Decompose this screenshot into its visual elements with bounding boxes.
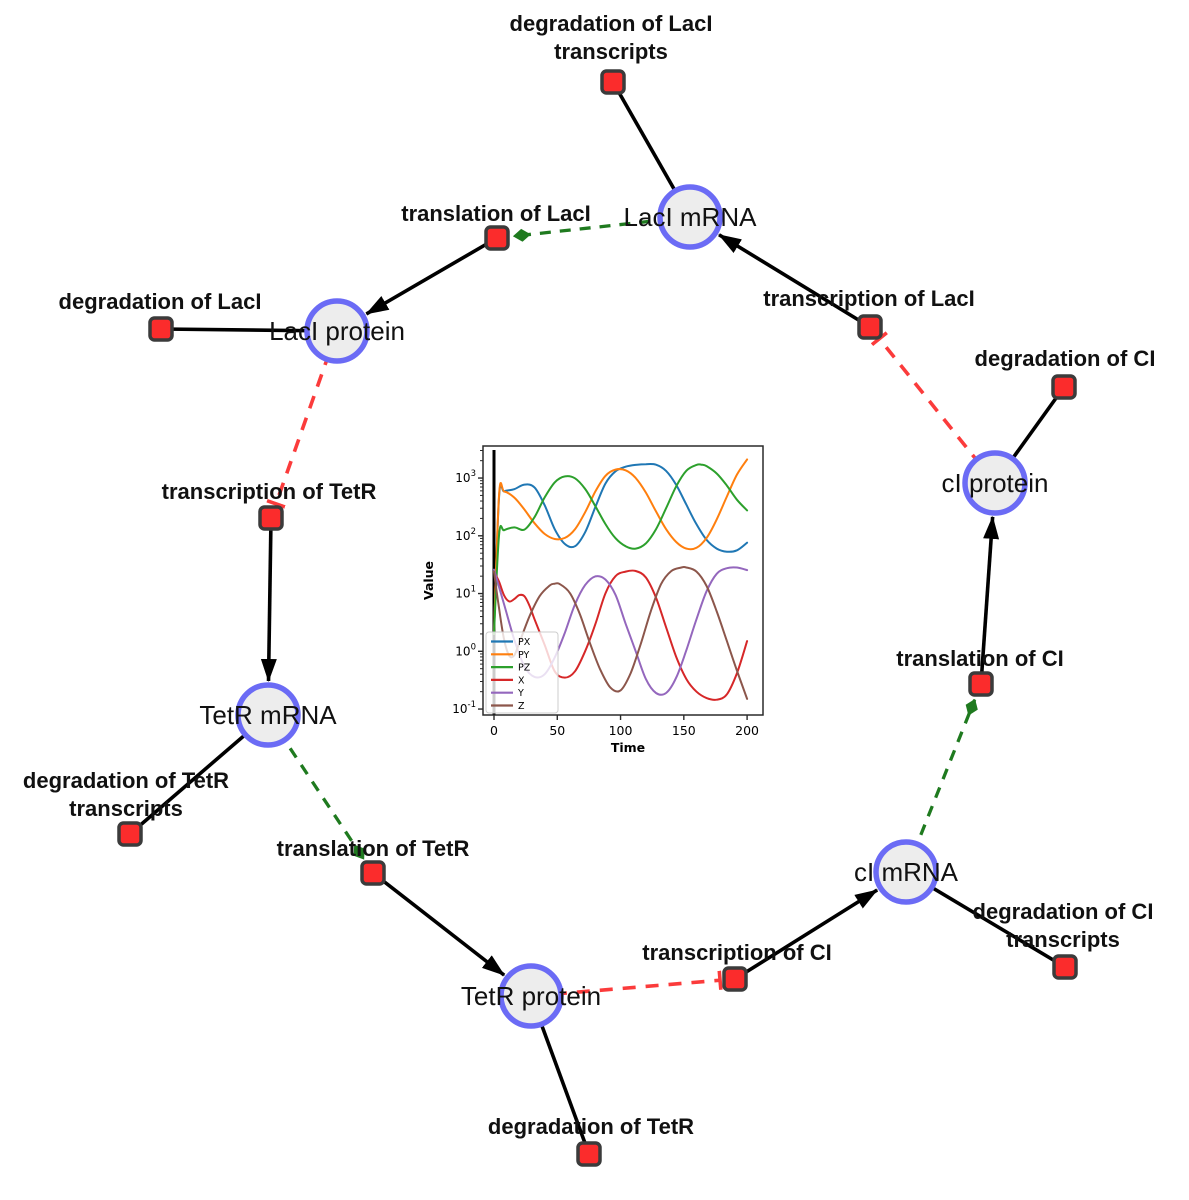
edge-production-transcription-of-CI-to-cI-mRNA	[734, 888, 879, 981]
reaction-node-degradation-of-TetR-transcripts[interactable]	[117, 821, 143, 847]
y-tick-label: 101	[455, 585, 476, 601]
reaction-label-transcription-of-CI: transcription of CI	[642, 940, 831, 965]
reaction-node-degradation-of-TetR[interactable]	[576, 1141, 602, 1167]
species-node-tetR-protein[interactable]	[498, 963, 564, 1029]
y-tick-label: 103	[455, 469, 476, 485]
legend-label-PX: PX	[518, 637, 531, 648]
series-line-PX	[493, 463, 749, 635]
reaction-node-degradation-of-CI[interactable]	[1051, 374, 1077, 400]
reaction-node-transcription-of-CI[interactable]	[722, 966, 748, 992]
edge-production-transcription-of-TetR-to-tetR-mRNA	[260, 517, 277, 683]
legend-label-Z: Z	[518, 701, 525, 712]
reaction-node-transcription-of-LacI[interactable]	[857, 314, 883, 340]
edge-production-translation-of-CI-to-cI-protein	[979, 515, 1000, 685]
reaction-node-translation-of-CI[interactable]	[968, 671, 994, 697]
reaction-node-degradation-of-CI-transcripts[interactable]	[1052, 954, 1078, 980]
x-tick-label: 100	[609, 723, 633, 738]
chart-ylabel: Value	[421, 561, 436, 600]
reaction-label-transcription-of-LacI: transcription of LacI	[763, 286, 974, 311]
reaction-label-degradation-of-TetR: degradation of TetR	[488, 1114, 694, 1139]
y-tick-label: 100	[455, 642, 476, 658]
inset-chart: 0 50 100 150 200 10-1 100 101 102 103 Time Value PX P…	[421, 445, 764, 755]
reaction-node-translation-of-LacI[interactable]	[484, 225, 510, 251]
species-node-lacI-protein[interactable]	[304, 298, 370, 364]
species-label-tetR-mRNA: TetR mRNA	[199, 700, 337, 730]
reaction-label-translation-of-CI: translation of CI	[896, 646, 1063, 671]
nodes-layer	[117, 69, 1078, 1167]
reaction-label-translation-of-TetR: translation of TetR	[277, 836, 470, 861]
reaction-label-translation-of-LacI: translation of LacI	[401, 201, 590, 226]
reaction-label-transcription-of-TetR: transcription of TetR	[162, 479, 377, 504]
legend-label-X: X	[518, 675, 525, 686]
edge-production-translation-of-LacI-to-lacI-protein	[365, 236, 498, 316]
chart-xlabel: Time	[611, 740, 645, 755]
series-line-X	[493, 569, 749, 701]
y-tick-label: 102	[455, 527, 476, 543]
reaction-node-translation-of-TetR[interactable]	[360, 860, 386, 886]
reaction-label-degradation-of-LacI: degradation of LacI	[59, 289, 262, 314]
species-label-cI-protein: cI protein	[942, 468, 1049, 498]
chart-axes-frame	[482, 445, 764, 716]
x-tick-label: 50	[549, 723, 565, 738]
species-node-cI-protein[interactable]	[962, 450, 1028, 516]
labels-layer: LacI mRNA LacI protein cI protein TetR mRNA…	[23, 11, 1156, 1139]
edge-production-translation-of-TetR-to-tetR-protein	[371, 871, 506, 977]
x-tick-label: 0	[490, 723, 498, 738]
edge-production-transcription-of-LacI-to-lacI-mRNA	[718, 233, 871, 329]
legend-label-Y: Y	[517, 688, 524, 699]
legend-label-PZ: PZ	[518, 663, 531, 674]
x-tick-label: 200	[735, 723, 759, 738]
x-tick-label: 150	[672, 723, 696, 738]
series-line-PZ	[493, 463, 749, 635]
species-label-cI-mRNA: cI mRNA	[854, 857, 959, 887]
reaction-label-degradation-of-LacI-transcripts: degradation of LacI transcripts	[510, 11, 713, 64]
reaction-label-degradation-of-CI: degradation of CI	[975, 346, 1156, 371]
legend-label-PY: PY	[518, 650, 530, 661]
species-node-cI-mRNA[interactable]	[873, 839, 939, 905]
species-node-lacI-mRNA[interactable]	[657, 184, 723, 250]
series-line-PY	[493, 458, 749, 635]
species-label-lacI-protein: LacI protein	[269, 316, 405, 346]
species-node-tetR-mRNA[interactable]	[235, 682, 301, 748]
species-label-tetR-protein: TetR protein	[461, 981, 601, 1011]
reaction-label-degradation-of-CI-transcripts: degradation of CI transcripts	[973, 899, 1154, 952]
reaction-node-degradation-of-LacI[interactable]	[148, 316, 174, 342]
y-tick-label: 10-1	[452, 700, 476, 716]
reaction-node-transcription-of-TetR[interactable]	[258, 505, 284, 531]
reaction-node-degradation-of-LacI-transcripts[interactable]	[600, 69, 626, 95]
species-label-lacI-mRNA: LacI mRNA	[624, 202, 758, 232]
reaction-label-degradation-of-TetR-transcripts: degradation of TetR transcripts	[23, 768, 229, 821]
